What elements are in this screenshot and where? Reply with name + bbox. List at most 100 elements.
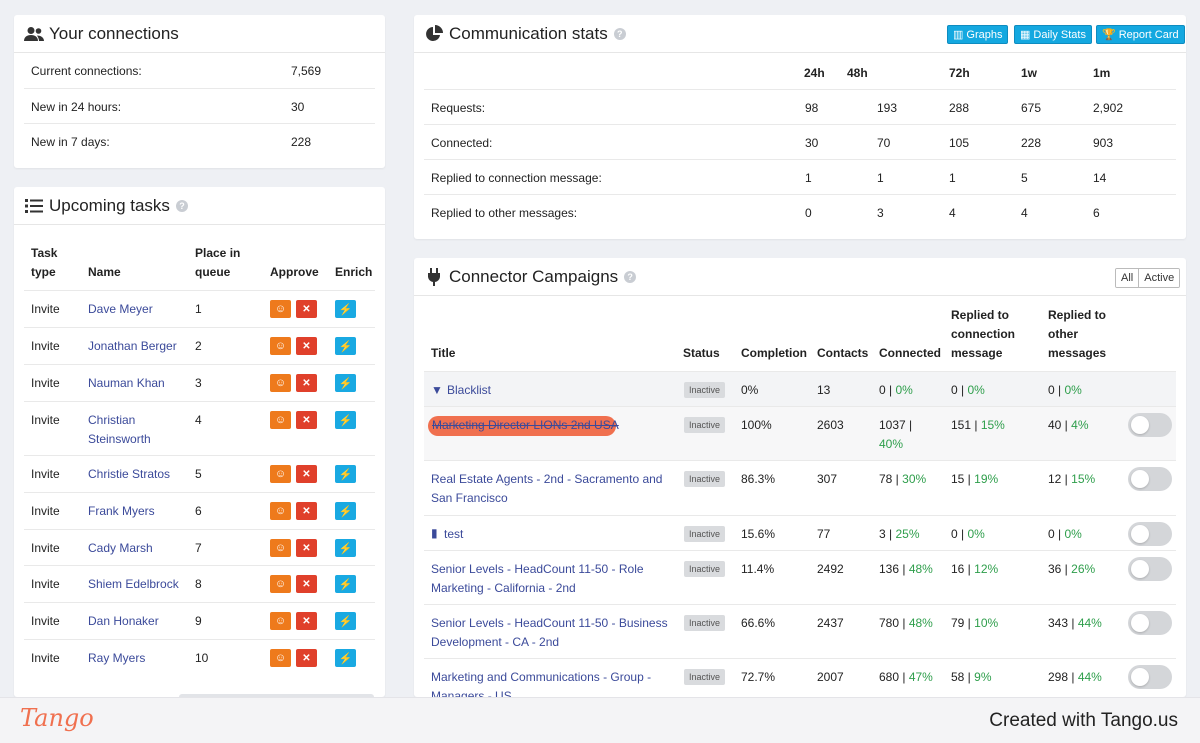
campaign-replied-other: 298 | 44% [1048,670,1102,684]
approve-button[interactable]: ☺ [270,374,291,392]
campaign-connected: 3 | 25% [879,527,920,541]
reject-button[interactable]: ✕ [296,649,317,667]
task-contact-name-link[interactable]: Frank Myers [88,504,155,518]
magic-wand-icon: ⚡ [338,414,353,427]
close-icon: ✕ [302,505,311,517]
task-queue-place: 8 [195,577,202,591]
connection-stat-row: Current connections: 7,569 [24,53,375,88]
th-name: Name [88,265,121,279]
tasks-card: Upcoming tasks ? Task type Name Place in… [14,187,385,697]
task-contact-name-link[interactable]: Steinsworth [88,432,151,446]
task-contact-name-link[interactable]: Cady Marsh [88,541,153,555]
stat-value: 1 [877,171,884,185]
campaign-completion: 0% [741,383,759,397]
reject-button[interactable]: ✕ [296,337,317,355]
campaign-toggle[interactable] [1128,522,1172,546]
task-contact-name-link[interactable]: Christie Stratos [88,467,171,481]
campaign-completion: 11.4% [741,562,775,576]
reject-button[interactable]: ✕ [296,374,317,392]
campaign-connected: 0 | 0% [879,383,913,397]
enrich-button[interactable]: ⚡ [335,337,356,355]
campaign-replied-conn: 0 | 0% [951,383,985,397]
task-contact-name-link[interactable]: Shiem Edelbrock [88,577,179,591]
stat-row: Replied to other messages: 0 3 4 4 6 [424,194,1176,229]
approve-button[interactable]: ☺ [270,649,291,667]
campaign-title-link[interactable]: Managers - US [431,689,512,697]
approve-button[interactable]: ☺ [270,575,291,593]
campaign-toggle[interactable] [1128,413,1172,437]
magic-wand-icon: ⚡ [338,340,353,353]
campaign-title-link[interactable]: Marketing Director LIONs 2nd USA [432,418,619,432]
approve-button[interactable]: ☺ [270,300,291,318]
reject-button[interactable]: ✕ [296,502,317,520]
daily-stats-button[interactable]: ▦ Daily Stats [1014,25,1092,44]
connection-stat-row: New in 7 days: 228 [24,123,375,158]
magic-wand-icon: ⚡ [338,468,353,481]
reject-button[interactable]: ✕ [296,300,317,318]
enrich-button[interactable]: ⚡ [335,502,356,520]
campaign-replied-conn: 151 | 15% [951,418,1005,432]
campaign-title-link[interactable]: San Francisco [431,491,508,505]
task-contact-name-link[interactable]: Dave Meyer [88,302,153,316]
campaign-toggle[interactable] [1128,665,1172,689]
magic-wand-icon: ⚡ [338,578,353,591]
campaign-title-link[interactable]: Marketing - California - 2nd [431,581,576,595]
status-badge: Inactive [684,669,726,685]
campaign-toggle[interactable] [1128,467,1172,491]
campaign-title-link[interactable]: Marketing and Communications - Group - [431,670,652,684]
enrich-button[interactable]: ⚡ [335,649,356,667]
campaign-toggle[interactable] [1128,557,1172,581]
reject-button[interactable]: ✕ [296,575,317,593]
campaign-completion: 86.3% [741,472,776,486]
help-icon[interactable]: ? [613,27,626,40]
horizontal-scrollbar[interactable] [179,694,374,697]
enrich-button[interactable]: ⚡ [335,411,356,429]
reject-button[interactable]: ✕ [296,411,317,429]
campaign-title-link[interactable]: Development - CA - 2nd [431,635,560,649]
trophy-icon: 🏆 [1102,29,1116,41]
close-icon: ✕ [302,542,311,554]
reject-button[interactable]: ✕ [296,539,317,557]
campaign-title-link[interactable]: Senior Levels - HeadCount 11-50 - Busine… [431,616,668,630]
campaign-title-link[interactable]: Blacklist [447,383,492,397]
campaign-row: Senior Levels - HeadCount 11-50 - Busine… [424,604,1176,658]
task-contact-name-link[interactable]: Nauman Khan [88,376,165,390]
task-type: Invite [31,577,60,591]
reject-button[interactable]: ✕ [296,465,317,483]
enrich-button[interactable]: ⚡ [335,374,356,392]
campaign-title-link[interactable]: Senior Levels - HeadCount 11-50 - Role [431,562,644,576]
filter-active-button[interactable]: Active [1138,269,1180,287]
campaign-title-link[interactable]: test [444,527,464,541]
stat-value: 4 [1021,206,1028,220]
campaign-title-link[interactable]: Real Estate Agents - 2nd - Sacramento an… [431,472,663,486]
help-icon[interactable]: ? [175,199,188,212]
approve-button[interactable]: ☺ [270,465,291,483]
filter-all-button[interactable]: All [1116,269,1139,287]
campaign-toggle[interactable] [1128,611,1172,635]
enrich-button[interactable]: ⚡ [335,539,356,557]
task-type: Invite [31,302,60,316]
approve-button[interactable]: ☺ [270,612,291,630]
campaign-completion: 66.6% [741,616,776,630]
approve-button[interactable]: ☺ [270,502,291,520]
status-badge: Inactive [684,382,726,398]
campaign-connected: 780 | 48% [879,616,933,630]
task-contact-name-link[interactable]: Christian [88,413,136,427]
enrich-button[interactable]: ⚡ [335,300,356,318]
enrich-button[interactable]: ⚡ [335,575,356,593]
task-contact-name-link[interactable]: Ray Myers [88,651,146,665]
approve-button[interactable]: ☺ [270,411,291,429]
reject-button[interactable]: ✕ [296,612,317,630]
tango-credit: Created with Tango.us [989,710,1178,731]
graphs-button[interactable]: ▥ Graphs [947,25,1009,44]
task-contact-name-link[interactable]: Dan Honaker [88,614,159,628]
report-card-button[interactable]: 🏆 Report Card [1096,25,1185,44]
enrich-button[interactable]: ⚡ [335,612,356,630]
task-contact-name-link[interactable]: Jonathan Berger [88,339,177,353]
approve-button[interactable]: ☺ [270,539,291,557]
help-icon[interactable]: ? [624,270,637,283]
campaign-replied-other: 40 | 4% [1048,418,1089,432]
enrich-button[interactable]: ⚡ [335,465,356,483]
campaign-contacts: 2603 [817,418,844,432]
approve-button[interactable]: ☺ [270,337,291,355]
